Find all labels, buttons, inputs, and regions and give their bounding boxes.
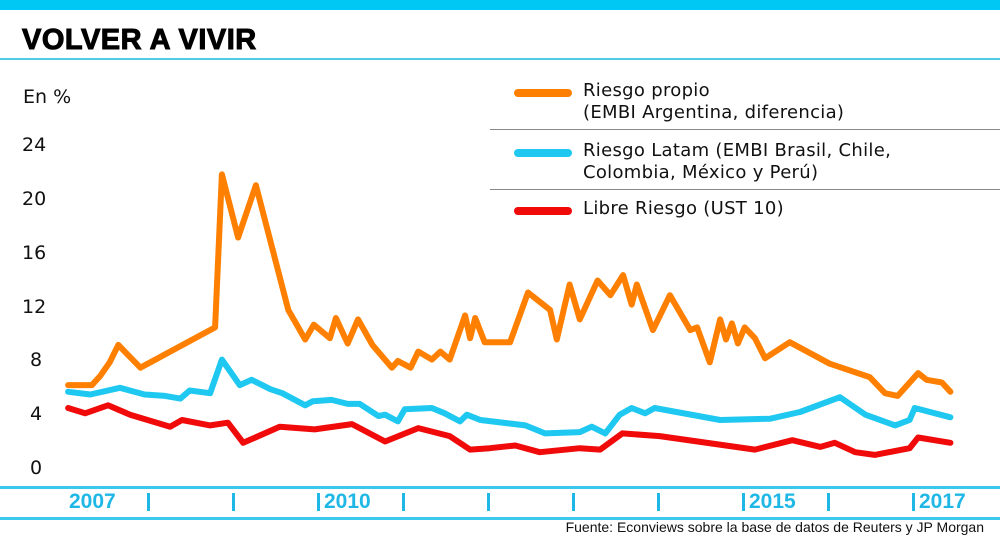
x-tick-label: 2010	[324, 490, 371, 513]
y-axis-unit-label: En %	[23, 86, 72, 108]
x-tick	[317, 493, 320, 511]
legend-divider	[490, 189, 1000, 190]
x-tick	[402, 493, 405, 511]
y-tick-label: 0	[30, 457, 43, 479]
series-line-2	[65, 402, 954, 458]
series-line-0	[65, 171, 954, 399]
legend-label: Libre Riesgo (UST 10)	[583, 198, 784, 219]
y-tick-label: 16	[22, 242, 47, 264]
y-tick-label: 8	[30, 349, 43, 371]
x-tick-label: 2007	[69, 490, 116, 513]
legend-label-line2: (EMBI Argentina, diferencia)	[583, 102, 845, 123]
legend-label-line2: Colombia, México y Perú)	[583, 162, 819, 183]
y-tick-label: 20	[22, 188, 47, 210]
series-line-1	[65, 356, 954, 437]
x-tick	[147, 493, 150, 511]
x-tick	[742, 493, 745, 511]
x-tick	[912, 493, 915, 511]
x-tick	[232, 493, 235, 511]
legend-label: Riesgo propio	[583, 80, 710, 101]
title-divider	[0, 58, 1000, 60]
legend-swatch-blue	[514, 149, 572, 157]
x-tick	[827, 493, 830, 511]
legend-swatch-orange	[514, 89, 572, 97]
x-axis-top-rule	[0, 486, 1000, 489]
y-tick-label: 4	[30, 403, 43, 425]
x-tick	[657, 493, 660, 511]
source-note: Fuente: Econviews sobre la base de datos…	[565, 519, 984, 535]
x-tick	[572, 493, 575, 511]
legend-label: Riesgo Latam (EMBI Brasil, Chile,	[583, 140, 892, 161]
x-tick-label: 2015	[749, 490, 796, 513]
x-tick	[487, 493, 490, 511]
legend-divider	[490, 129, 1000, 130]
chart-title: VOLVER A VIVIR	[22, 24, 257, 57]
top-accent-bar	[0, 0, 1000, 10]
x-axis-bottom-rule	[0, 517, 1000, 520]
y-tick-label: 24	[22, 134, 47, 156]
y-tick-label: 12	[22, 296, 47, 318]
x-tick-label: 2017	[919, 490, 966, 513]
legend-swatch-red	[514, 207, 572, 215]
